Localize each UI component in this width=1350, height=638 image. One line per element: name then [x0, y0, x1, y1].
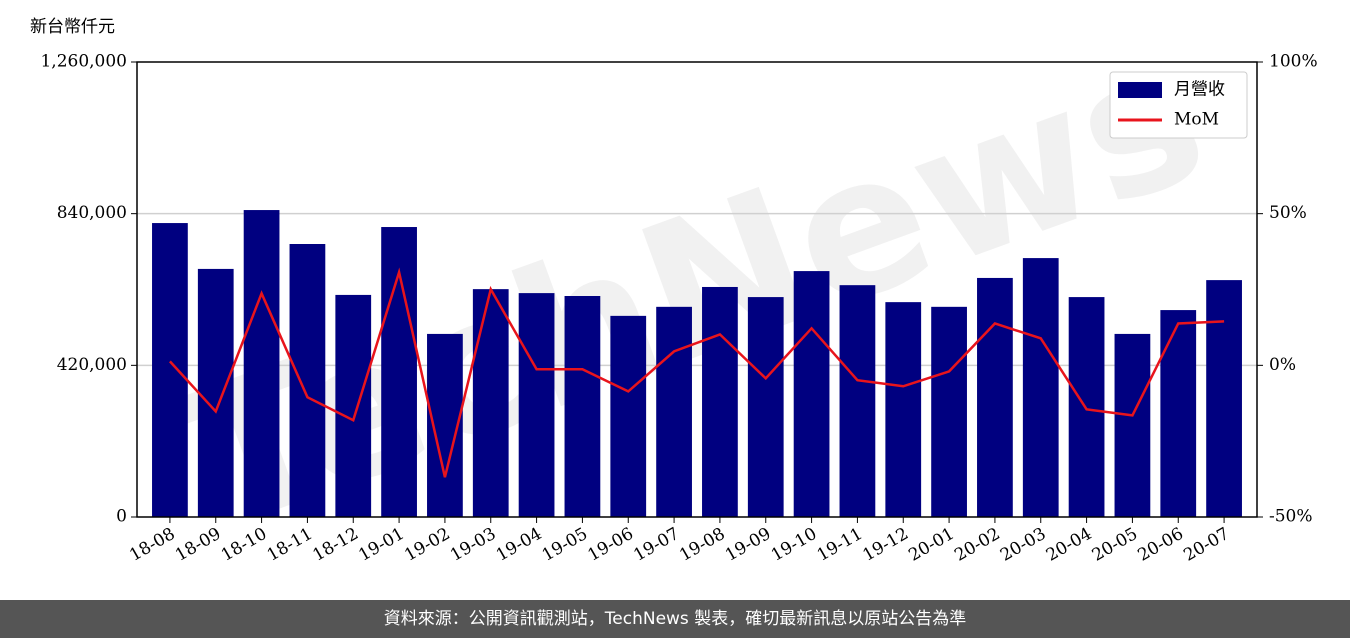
legend-label: 月營收 — [1174, 80, 1225, 100]
plot-frame — [136, 61, 1258, 518]
x-tick-label: 19-08 — [676, 524, 728, 566]
x-tick-label: 19-01 — [355, 524, 407, 566]
bar — [518, 293, 555, 517]
y-axis-label: 新台幣仟元 — [30, 17, 115, 37]
bar — [1022, 258, 1059, 517]
bar — [702, 286, 738, 517]
bar — [472, 289, 509, 517]
legend-swatch — [1118, 82, 1162, 98]
x-tick-label: 20-03 — [997, 524, 1049, 566]
bar — [564, 296, 601, 517]
legend-label: MoM — [1174, 110, 1219, 130]
x-tick-label: 19-09 — [722, 524, 774, 566]
y-tick-label: 1,260,000 — [40, 52, 127, 72]
bar — [793, 271, 830, 517]
bar — [152, 223, 188, 518]
x-tick-label: 20-07 — [1180, 524, 1232, 566]
footer-bar — [0, 600, 1350, 638]
bar — [610, 315, 647, 517]
bar — [977, 277, 1013, 517]
x-tick-label: 19-05 — [539, 524, 591, 566]
x-tick-label: 19-03 — [447, 524, 499, 566]
x-tick-label: 20-05 — [1089, 524, 1141, 566]
bar — [335, 294, 372, 517]
bar — [1206, 280, 1242, 517]
x-tick-label: 19-12 — [860, 524, 912, 566]
line — [168, 267, 1225, 478]
x-tick-label: 19-07 — [630, 524, 682, 566]
y2-tick-label: -50% — [1269, 507, 1313, 527]
bar — [885, 302, 922, 517]
x-tick-label: 18-09 — [172, 524, 224, 566]
x-tick-label: 19-11 — [814, 524, 866, 566]
y-tick-label: 840,000 — [57, 203, 127, 223]
x-tick-label: 19-04 — [493, 524, 545, 566]
bar — [197, 268, 234, 517]
y2-tick-label: 0% — [1269, 355, 1296, 375]
x-tick-label: 18-08 — [126, 524, 178, 566]
x-tick-label: 20-02 — [951, 524, 1003, 566]
bar — [747, 297, 784, 517]
y2-tick-label: 50% — [1269, 203, 1307, 223]
x-tick-label: 20-04 — [1043, 524, 1095, 566]
bar — [243, 210, 280, 518]
bar — [931, 306, 967, 517]
x-tick-label: 19-02 — [401, 524, 453, 566]
bar — [1160, 310, 1197, 517]
bar — [1114, 333, 1151, 517]
x-tick-label: 20-01 — [905, 524, 957, 566]
bar — [839, 285, 876, 517]
y-tick-label: 420,000 — [57, 355, 127, 375]
footer: 資料來源：公開資訊觀測站，TechNews 製表，確切最新訊息以原站公告為準 — [384, 609, 966, 629]
bar — [656, 306, 692, 517]
y-tick-label: 0 — [116, 507, 127, 527]
x-tick-label: 19-10 — [768, 524, 820, 566]
x-tick-label: 20-06 — [1135, 524, 1187, 566]
x-tick-label: 19-06 — [585, 524, 637, 566]
bar — [289, 244, 326, 517]
y2-tick-label: 100% — [1269, 52, 1318, 72]
